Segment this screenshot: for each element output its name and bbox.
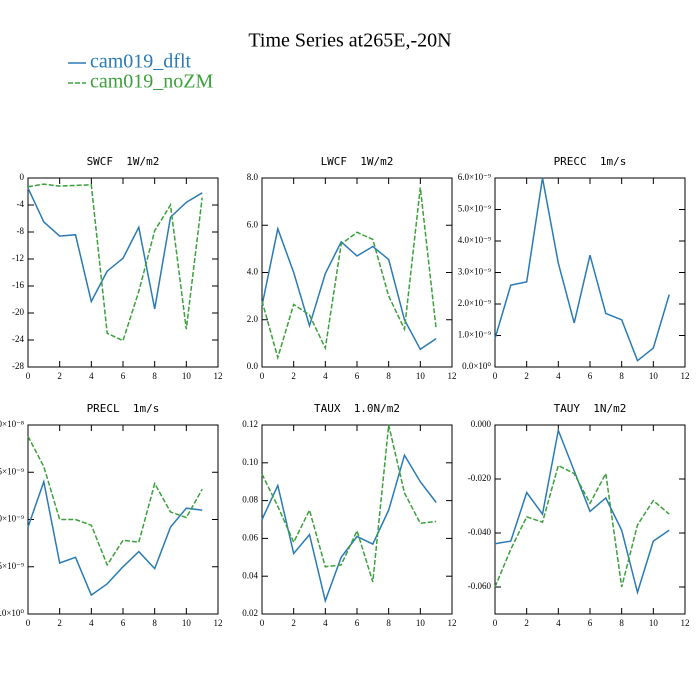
x-tick-label: 4 bbox=[323, 371, 328, 381]
panel-title: SWCF 1W/m2 bbox=[87, 155, 160, 168]
y-tick-label: 2.0×10⁻⁹ bbox=[458, 298, 491, 308]
x-tick-label: 4 bbox=[323, 618, 328, 628]
panel-title: PRECC 1m/s bbox=[554, 155, 627, 168]
x-tick-label: 0 bbox=[493, 618, 498, 628]
x-tick-label: 8 bbox=[619, 371, 624, 381]
y-tick-label: 0.12 bbox=[242, 419, 258, 429]
y-tick-label: 2.0 bbox=[247, 314, 259, 324]
x-tick-label: 12 bbox=[681, 618, 690, 628]
y-tick-label: 5.0×10⁻⁹ bbox=[0, 514, 24, 524]
series-line bbox=[27, 478, 203, 597]
x-tick-label: 2 bbox=[524, 618, 529, 628]
y-tick-label: -0.040 bbox=[468, 527, 492, 537]
y-tick-label: 0.0×10⁰ bbox=[462, 361, 491, 371]
x-tick-label: 6 bbox=[588, 371, 593, 381]
series-line bbox=[27, 435, 203, 567]
x-tick-label: 6 bbox=[355, 371, 360, 381]
y-tick-label: 6.0×10⁻⁹ bbox=[458, 172, 491, 182]
y-tick-label: 4.0 bbox=[247, 267, 259, 277]
y-tick-label: -8 bbox=[17, 226, 25, 236]
series-line bbox=[261, 226, 437, 351]
x-tick-label: 4 bbox=[89, 371, 94, 381]
series-line bbox=[494, 464, 670, 588]
panel-title: TAUX 1.0N/m2 bbox=[314, 402, 400, 415]
x-tick-label: 10 bbox=[182, 371, 192, 381]
y-tick-label: 6.0 bbox=[247, 219, 259, 229]
x-tick-label: 0 bbox=[493, 371, 498, 381]
x-tick-label: 0 bbox=[260, 618, 265, 628]
x-tick-label: 10 bbox=[182, 618, 192, 628]
y-tick-label: 0.06 bbox=[242, 532, 258, 542]
x-tick-label: 8 bbox=[619, 618, 624, 628]
y-tick-label: 0.000 bbox=[471, 419, 492, 429]
y-tick-label: -12 bbox=[12, 253, 24, 263]
x-tick-label: 0 bbox=[26, 618, 31, 628]
y-tick-label: 8.0 bbox=[247, 172, 259, 182]
x-tick-label: 12 bbox=[681, 371, 690, 381]
y-tick-label: 0.0 bbox=[247, 361, 259, 371]
y-tick-label: -4 bbox=[17, 199, 25, 209]
panel-title: PRECL 1m/s bbox=[87, 402, 160, 415]
x-tick-label: 10 bbox=[416, 618, 426, 628]
x-tick-label: 6 bbox=[355, 618, 360, 628]
x-tick-label: 2 bbox=[524, 371, 529, 381]
y-tick-label: 0 bbox=[20, 172, 25, 182]
y-tick-label: 0.0×10⁰ bbox=[0, 608, 24, 618]
y-tick-label: 0.04 bbox=[242, 570, 258, 580]
series-line bbox=[261, 424, 437, 583]
series-line bbox=[27, 183, 203, 342]
x-tick-label: 8 bbox=[152, 371, 157, 381]
x-tick-label: 8 bbox=[386, 371, 391, 381]
y-tick-label: 0.08 bbox=[242, 495, 258, 505]
series-line bbox=[494, 427, 670, 596]
x-tick-label: 8 bbox=[152, 618, 157, 628]
x-tick-label: 2 bbox=[291, 618, 296, 628]
y-tick-label: 1.0×10⁻⁹ bbox=[458, 330, 491, 340]
x-tick-label: 4 bbox=[89, 618, 94, 628]
y-tick-label: 7.5×10⁻⁹ bbox=[0, 466, 24, 476]
x-tick-label: 2 bbox=[291, 371, 296, 381]
x-tick-label: 12 bbox=[448, 371, 457, 381]
x-tick-label: 6 bbox=[588, 618, 593, 628]
figure-title: Time Series at265E,-20N bbox=[248, 30, 451, 52]
x-tick-label: 6 bbox=[121, 371, 126, 381]
legend-label: cam019_dflt bbox=[90, 51, 192, 73]
y-tick-label: 2.5×10⁻⁹ bbox=[0, 561, 24, 571]
panel-title: TAUY 1N/m2 bbox=[554, 402, 627, 415]
x-tick-label: 2 bbox=[57, 618, 62, 628]
x-tick-label: 12 bbox=[448, 618, 457, 628]
x-tick-label: 4 bbox=[556, 371, 561, 381]
y-tick-label: 0.10 bbox=[242, 457, 258, 467]
y-tick-label: -0.020 bbox=[468, 473, 492, 483]
y-tick-label: -16 bbox=[12, 280, 24, 290]
y-tick-label: 1.0×10⁻⁸ bbox=[0, 419, 24, 429]
y-tick-label: -20 bbox=[12, 307, 24, 317]
x-tick-label: 8 bbox=[386, 618, 391, 628]
legend-label: cam019_noZM bbox=[90, 71, 214, 93]
x-tick-label: 12 bbox=[214, 371, 223, 381]
x-tick-label: 10 bbox=[416, 371, 426, 381]
x-tick-label: 10 bbox=[649, 618, 659, 628]
panel-title: LWCF 1W/m2 bbox=[321, 155, 394, 168]
y-tick-label: 0.02 bbox=[242, 608, 258, 618]
y-tick-label: 3.0×10⁻⁹ bbox=[458, 267, 491, 277]
y-tick-label: -0.060 bbox=[468, 581, 492, 591]
series-line bbox=[27, 187, 203, 310]
x-tick-label: 6 bbox=[121, 618, 126, 628]
x-tick-label: 2 bbox=[57, 371, 62, 381]
x-tick-label: 0 bbox=[260, 371, 265, 381]
x-tick-label: 0 bbox=[26, 371, 31, 381]
x-tick-label: 12 bbox=[214, 618, 223, 628]
x-tick-label: 4 bbox=[556, 618, 561, 628]
y-tick-label: 4.0×10⁻⁹ bbox=[458, 235, 491, 245]
y-tick-label: 5.0×10⁻⁹ bbox=[458, 204, 491, 214]
series-line bbox=[494, 177, 670, 362]
y-tick-label: -28 bbox=[12, 361, 24, 371]
y-tick-label: -24 bbox=[12, 334, 24, 344]
series-line bbox=[261, 187, 437, 361]
x-tick-label: 10 bbox=[649, 371, 659, 381]
